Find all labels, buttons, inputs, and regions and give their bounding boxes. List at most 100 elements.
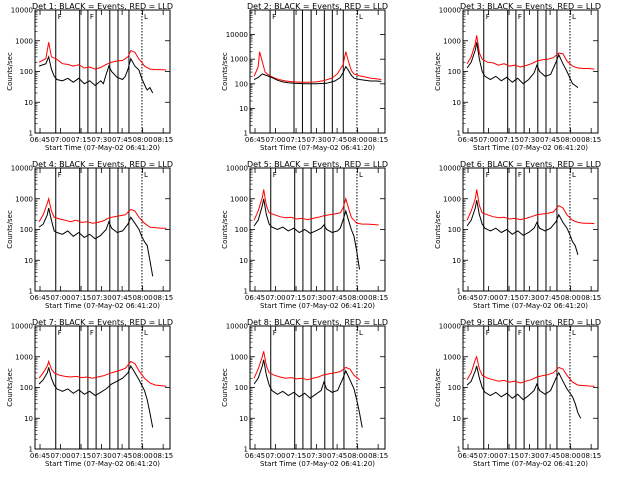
panel-title: Det 5: BLACK = Events, RED = LLD <box>247 160 388 169</box>
x-tick-label: 08:00 <box>133 452 153 460</box>
marker-annotation: F <box>486 329 490 337</box>
marker-annotation: L <box>572 13 576 21</box>
y-axis-label: Counts/sec <box>221 210 229 249</box>
series-line-events <box>38 364 154 428</box>
y-tick-label: 10 <box>452 257 461 265</box>
plot-frame <box>462 167 599 292</box>
series-line-events <box>253 359 363 428</box>
marker-annotation: L <box>144 329 148 337</box>
x-tick-label: 07:45 <box>327 294 347 302</box>
x-tick-label: 07:15 <box>71 136 91 144</box>
x-tick-label: 08:15 <box>581 452 601 460</box>
series-line-events <box>466 365 582 419</box>
y-tick-label: 100 <box>20 384 33 392</box>
y-tick-label: 1 <box>244 130 248 138</box>
x-tick-label: 07:00 <box>478 136 498 144</box>
x-tick-label: 06:45 <box>245 136 265 144</box>
x-tick-label: 08:00 <box>561 294 581 302</box>
x-tick-label: 07:15 <box>499 452 519 460</box>
y-tick-label: 1000 <box>230 195 248 203</box>
y-tick-label: 10 <box>452 415 461 423</box>
y-tick-label: 10 <box>239 105 248 113</box>
x-tick-label: 07:45 <box>112 136 132 144</box>
plot-frame <box>249 9 386 134</box>
y-tick-label: 10 <box>24 99 33 107</box>
x-tick-label: 07:00 <box>478 294 498 302</box>
chart-panel-6: Det 6: BLACK = Events, RED = LLD 1 10 100 10… <box>434 160 601 310</box>
y-axis-label: Counts/sec <box>434 368 442 407</box>
x-tick-label: 07:30 <box>519 452 539 460</box>
y-tick-label: 1000 <box>230 353 248 361</box>
series-line-events <box>38 207 154 277</box>
marker-annotation: L <box>359 329 363 337</box>
x-tick-label: 08:15 <box>153 136 173 144</box>
x-axis-label: Start Time (07-May-02 06:41:20) <box>260 144 375 152</box>
y-axis-label: Counts/sec <box>221 52 229 91</box>
x-tick-label: 07:00 <box>478 452 498 460</box>
y-axis-label: Counts/sec <box>221 368 229 407</box>
y-tick-label: 1 <box>457 446 461 454</box>
y-tick-label: 1 <box>457 288 461 296</box>
x-tick-label: 07:30 <box>91 294 111 302</box>
y-tick-label: 1000 <box>230 56 248 64</box>
x-axis-label: Start Time (07-May-02 06:41:20) <box>473 144 588 152</box>
series-line-events <box>253 198 360 270</box>
x-tick-label: 07:15 <box>499 294 519 302</box>
x-tick-label: 07:15 <box>286 452 306 460</box>
x-tick-label: 06:45 <box>30 452 50 460</box>
x-tick-label: 07:15 <box>499 136 519 144</box>
x-tick-label: 06:45 <box>458 294 478 302</box>
marker-annotation: F <box>273 171 277 179</box>
marker-annotation: F <box>272 13 276 21</box>
x-tick-label: 07:30 <box>306 136 326 144</box>
y-tick-label: 1000 <box>443 195 461 203</box>
y-tick-label: 10000 <box>439 7 461 15</box>
x-tick-label: 07:00 <box>50 136 70 144</box>
x-tick-label: 07:45 <box>540 452 560 460</box>
marker-annotation: L <box>572 329 576 337</box>
x-tick-label: 07:00 <box>50 294 70 302</box>
y-tick-label: 100 <box>448 226 461 234</box>
y-tick-label: 10000 <box>439 323 461 331</box>
y-tick-label: 1 <box>244 288 248 296</box>
x-tick-label: 06:45 <box>458 136 478 144</box>
y-tick-label: 1 <box>29 288 33 296</box>
y-axis-label: Counts/sec <box>434 52 442 91</box>
panel-title: Det 8: BLACK = Events, RED = LLD <box>247 318 388 327</box>
chart-panel-7: Det 7: BLACK = Events, RED = LLD 1 10 100 10… <box>6 318 173 468</box>
x-tick-label: 07:45 <box>327 452 347 460</box>
x-tick-label: 08:00 <box>348 136 368 144</box>
y-axis-label: Counts/sec <box>6 210 14 249</box>
x-tick-label: 06:45 <box>245 294 265 302</box>
marker-annotation: F <box>518 13 522 21</box>
y-tick-label: 1000 <box>443 37 461 45</box>
x-tick-label: 08:15 <box>368 136 388 144</box>
series-line-lld <box>38 42 167 71</box>
y-tick-label: 10 <box>452 99 461 107</box>
x-tick-label: 07:30 <box>519 136 539 144</box>
plot-frame <box>34 325 171 450</box>
marker-annotation: L <box>572 171 576 179</box>
series-line-lld <box>253 51 382 83</box>
x-tick-label: 07:30 <box>306 452 326 460</box>
y-tick-label: 100 <box>20 68 33 76</box>
y-tick-label: 100 <box>448 384 461 392</box>
marker-annotation: L <box>359 13 363 21</box>
x-tick-label: 07:15 <box>286 294 306 302</box>
y-tick-label: 100 <box>235 80 248 88</box>
series-line-events <box>38 55 154 94</box>
x-tick-label: 08:00 <box>348 294 368 302</box>
x-axis-label: Start Time (07-May-02 06:41:20) <box>473 460 588 468</box>
chart-panel-8: Det 8: BLACK = Events, RED = LLD 1 10 100 10… <box>221 318 388 468</box>
panel-title: Det 9: BLACK = Events, RED = LLD <box>460 318 601 327</box>
series-line-events <box>466 42 579 88</box>
x-tick-label: 07:15 <box>71 294 91 302</box>
y-tick-label: 10 <box>24 257 33 265</box>
x-tick-label: 07:45 <box>540 294 560 302</box>
panel-title: Det 1: BLACK = Events, RED = LLD <box>32 2 173 11</box>
x-tick-label: 07:45 <box>327 136 347 144</box>
x-tick-label: 08:00 <box>133 294 153 302</box>
plot-frame <box>34 9 171 134</box>
series-line-events <box>466 200 579 255</box>
plot-frame <box>462 9 599 134</box>
